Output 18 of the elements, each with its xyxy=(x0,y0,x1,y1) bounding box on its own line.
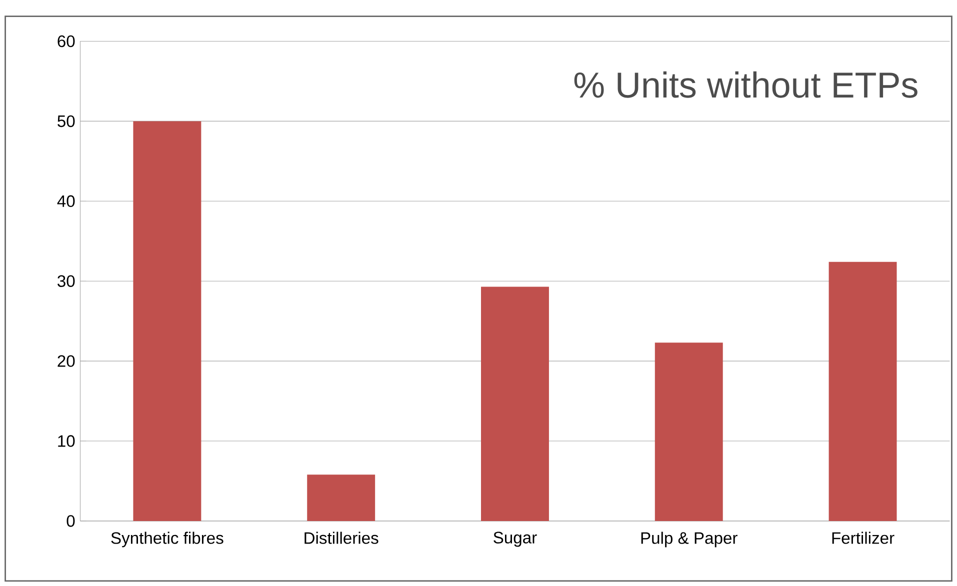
y-tick-label: 0 xyxy=(66,515,75,527)
x-tick-label: Fertilizer xyxy=(832,532,894,544)
bar xyxy=(481,286,549,521)
bar xyxy=(307,474,376,521)
bar xyxy=(828,262,897,521)
bar xyxy=(654,342,723,521)
text: % Units without ETPs xyxy=(574,71,918,98)
y-tick-label: 50 xyxy=(58,115,75,127)
x-tick-label: Synthetic fibres xyxy=(111,532,224,548)
y-tick-label: 60 xyxy=(58,35,75,48)
x-tick-label: Distilleries xyxy=(304,532,378,544)
y-tick-label: 40 xyxy=(57,195,75,207)
x-tick-label: Sugar xyxy=(494,532,537,547)
bar xyxy=(133,121,202,521)
x-tick-label: Pulp & Paper xyxy=(641,532,738,548)
y-tick-label: 20 xyxy=(58,355,75,367)
y-tick-label: 30 xyxy=(58,275,75,287)
y-tick-label: 10 xyxy=(58,435,75,447)
